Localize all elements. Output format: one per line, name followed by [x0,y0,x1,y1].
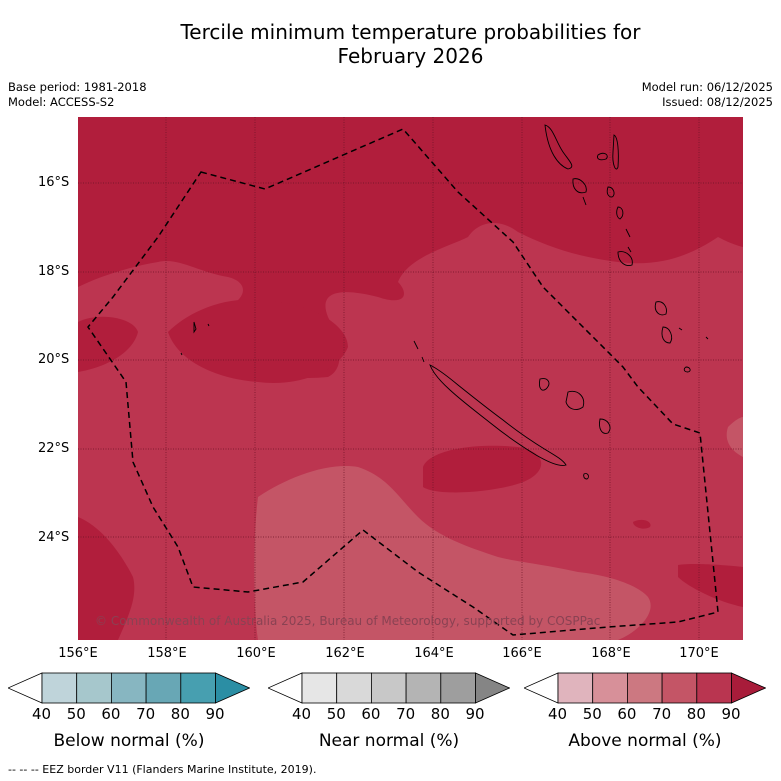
meta-left: Base period: 1981-2018 Model: ACCESS-S2 [8,80,147,110]
near-normal-segment [405,672,442,704]
above-normal-tick-label: 80 [686,705,706,723]
graticule [78,117,743,640]
base-period: Base period: 1981-2018 [8,80,147,94]
above-normal-extend-low [524,672,559,704]
patch-dark-3 [423,445,542,493]
eez-border [87,128,719,636]
below-normal-tick-label: 40 [32,705,52,723]
lon-label-170e: 170°E [679,646,719,661]
near-normal-extend-low [268,672,303,704]
below-normal-tick-label: 90 [205,705,225,723]
lat-label-22s: 22°S [38,441,70,456]
near-normal-colorbar [268,672,510,704]
above-normal-tick-label: 40 [548,705,568,723]
below-normal-segment [76,672,112,704]
model-name: Model: ACCESS-S2 [8,95,115,109]
new-caledonia-island [429,364,567,466]
below-normal-colorbar [8,672,250,704]
above-normal-extend-high [731,672,766,704]
near-normal-segment [301,672,338,704]
above-normal-tick-label: 90 [721,705,741,723]
below-normal-tick-label: 50 [66,705,86,723]
model-run: Model run: 06/12/2025 [641,80,773,94]
lon-label-162e: 162°E [325,646,365,661]
above-normal-colorbar [524,672,766,704]
vanuatu-islands [180,124,709,373]
patch-dark-1 [168,299,348,383]
below-normal-tick-label: 70 [136,705,156,723]
patch-dark-2 [78,316,138,372]
above-normal-segment [627,672,663,704]
lat-label-20s: 20°S [38,352,70,367]
belep-islets [413,340,425,363]
region-above-70 [78,222,743,640]
patch-dark-5 [678,564,743,607]
isle-of-pines [583,473,589,480]
below-normal-title: Below normal (%) [53,731,205,751]
lon-label-158e: 158°E [147,646,187,661]
patch-dark-4 [78,517,135,640]
below-normal-tick-label: 60 [101,705,121,723]
lat-label-16s: 16°S [38,175,70,190]
lon-label-160e: 160°E [236,646,276,661]
below-normal-segment [41,672,78,704]
above-normal-segment [592,672,628,704]
above-normal-tick-label: 60 [617,705,637,723]
near-normal-tick-label: 90 [465,705,485,723]
lon-label-156e: 156°E [58,646,98,661]
meta-right: Model run: 06/12/2025 Issued: 08/12/2025 [642,80,773,110]
above-normal-tick-label: 50 [582,705,602,723]
near-normal-tick-label: 50 [326,705,346,723]
near-normal-tick-label: 40 [292,705,312,723]
near-normal-extend-high [475,672,510,704]
near-normal-segment [371,672,407,704]
lon-label-166e: 166°E [502,646,542,661]
patch-dark-6 [633,519,651,529]
loyalty-lifou [565,390,585,410]
below-normal-extend-low [8,672,43,704]
copyright-text: © Commonwealth of Australia 2025, Bureau… [95,614,601,628]
region-above-60-b [726,417,743,457]
map-svg [78,117,743,640]
above-normal-tick-label: 70 [652,705,672,723]
above-normal-segment [696,672,732,704]
loyalty-ouvea [539,378,550,391]
below-normal-segment [111,672,147,704]
eez-footnote: -- -- -- EEZ border V11 (Flanders Marine… [8,763,317,776]
lat-label-24s: 24°S [38,530,70,545]
below-normal-extend-high [215,672,250,704]
below-normal-segment [180,672,216,704]
above-normal-segment [557,672,594,704]
near-normal-segment [336,672,372,704]
region-above-60 [254,466,651,640]
title-line-2: February 2026 [337,44,484,68]
above-normal-title: Above normal (%) [568,731,722,751]
near-normal-title: Near normal (%) [318,731,460,751]
chart-title: Tercile minimum temperature probabilitie… [0,20,781,68]
near-normal-tick-label: 70 [396,705,416,723]
above-normal-segment [661,672,698,704]
title-line-1: Tercile minimum temperature probabilitie… [180,20,641,44]
issued-date: Issued: 08/12/2025 [662,95,773,109]
near-normal-segment [440,672,476,704]
near-normal-tick-label: 60 [361,705,381,723]
loyalty-mare [599,418,611,434]
lat-label-18s: 18°S [38,264,70,279]
below-normal-segment [145,672,182,704]
map-area [78,117,743,640]
lon-label-168e: 168°E [591,646,631,661]
below-normal-tick-label: 80 [170,705,190,723]
near-normal-tick-label: 80 [430,705,450,723]
lon-label-164e: 164°E [414,646,454,661]
